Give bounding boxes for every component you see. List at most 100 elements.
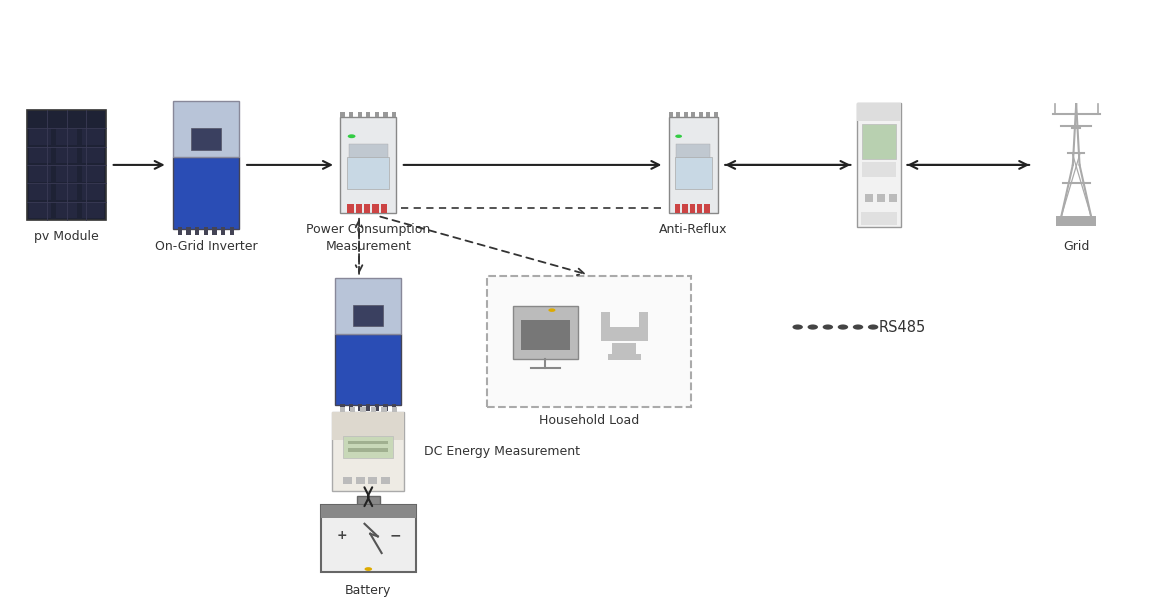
Bar xyxy=(366,404,371,412)
Bar xyxy=(366,112,371,117)
Bar xyxy=(336,334,401,406)
Bar xyxy=(353,304,384,326)
Bar xyxy=(222,227,225,235)
Bar xyxy=(340,117,396,213)
Bar xyxy=(691,112,695,117)
Circle shape xyxy=(365,567,372,571)
Bar xyxy=(607,354,641,359)
Bar xyxy=(697,204,702,213)
Bar xyxy=(356,204,363,213)
Bar xyxy=(364,204,371,213)
Bar xyxy=(714,112,717,117)
Bar xyxy=(381,477,389,485)
Bar xyxy=(332,413,405,440)
Bar xyxy=(374,112,379,117)
Circle shape xyxy=(852,325,863,329)
Bar xyxy=(82,165,104,181)
Bar xyxy=(384,112,387,117)
Text: On-Grid Inverter: On-Grid Inverter xyxy=(155,240,258,253)
Bar xyxy=(890,193,898,202)
Bar xyxy=(358,404,361,412)
Bar xyxy=(349,144,388,160)
Bar xyxy=(56,129,77,145)
Text: Battery: Battery xyxy=(345,583,392,597)
Text: +: + xyxy=(336,528,347,541)
Bar xyxy=(347,158,389,189)
Bar xyxy=(862,212,897,225)
Polygon shape xyxy=(600,312,648,341)
Bar xyxy=(862,124,895,159)
Bar xyxy=(212,227,217,235)
Bar xyxy=(368,477,377,485)
Text: DC Energy Measurement: DC Energy Measurement xyxy=(424,445,580,458)
Circle shape xyxy=(808,325,819,329)
Bar xyxy=(381,407,387,413)
Bar xyxy=(27,110,106,220)
Bar xyxy=(360,407,366,413)
Bar xyxy=(675,204,681,213)
Bar xyxy=(321,505,416,518)
Bar xyxy=(669,117,717,213)
Bar xyxy=(29,147,51,163)
Circle shape xyxy=(548,308,555,312)
Bar xyxy=(56,202,77,218)
Bar xyxy=(704,204,710,213)
Bar xyxy=(173,101,239,158)
Bar xyxy=(173,158,239,229)
Bar xyxy=(374,404,379,412)
Bar xyxy=(29,184,51,200)
Bar xyxy=(513,306,578,359)
Bar xyxy=(358,112,361,117)
Bar xyxy=(336,278,401,334)
Circle shape xyxy=(868,325,878,329)
Bar xyxy=(187,227,191,235)
Bar xyxy=(29,165,51,181)
Circle shape xyxy=(823,325,833,329)
Bar xyxy=(356,477,365,485)
Bar xyxy=(347,204,353,213)
Text: Grid: Grid xyxy=(1063,240,1089,253)
Bar xyxy=(82,202,104,218)
Bar xyxy=(1056,216,1096,226)
Bar xyxy=(321,505,416,571)
Circle shape xyxy=(837,325,848,329)
Bar xyxy=(707,112,710,117)
Bar xyxy=(340,404,344,412)
FancyBboxPatch shape xyxy=(486,276,691,407)
Bar xyxy=(877,193,885,202)
Bar xyxy=(191,128,220,150)
Bar xyxy=(350,407,356,413)
Text: −: − xyxy=(389,528,401,542)
Bar xyxy=(676,112,680,117)
Bar xyxy=(689,204,695,213)
Bar xyxy=(857,102,901,122)
Bar xyxy=(339,407,345,413)
Bar xyxy=(349,449,388,452)
Bar xyxy=(82,147,104,163)
Bar xyxy=(56,165,77,181)
Bar xyxy=(857,102,901,227)
Circle shape xyxy=(347,134,356,138)
Bar xyxy=(521,320,570,350)
Bar xyxy=(682,204,688,213)
Bar xyxy=(195,227,199,235)
Text: Household Load: Household Load xyxy=(539,414,639,427)
Bar xyxy=(343,477,352,485)
Bar xyxy=(372,204,379,213)
Bar xyxy=(676,144,710,160)
Bar xyxy=(177,227,182,235)
Bar xyxy=(381,204,387,213)
Bar xyxy=(343,436,393,458)
Bar xyxy=(349,404,353,412)
Bar xyxy=(29,129,51,145)
Bar xyxy=(340,112,345,117)
Text: Anti-Reflux: Anti-Reflux xyxy=(659,223,728,236)
Bar xyxy=(392,407,398,413)
Bar xyxy=(230,227,234,235)
Bar xyxy=(349,441,388,444)
Bar xyxy=(349,112,353,117)
Circle shape xyxy=(793,325,803,329)
Bar xyxy=(82,129,104,145)
Text: pv Module: pv Module xyxy=(34,230,99,243)
Bar xyxy=(56,147,77,163)
